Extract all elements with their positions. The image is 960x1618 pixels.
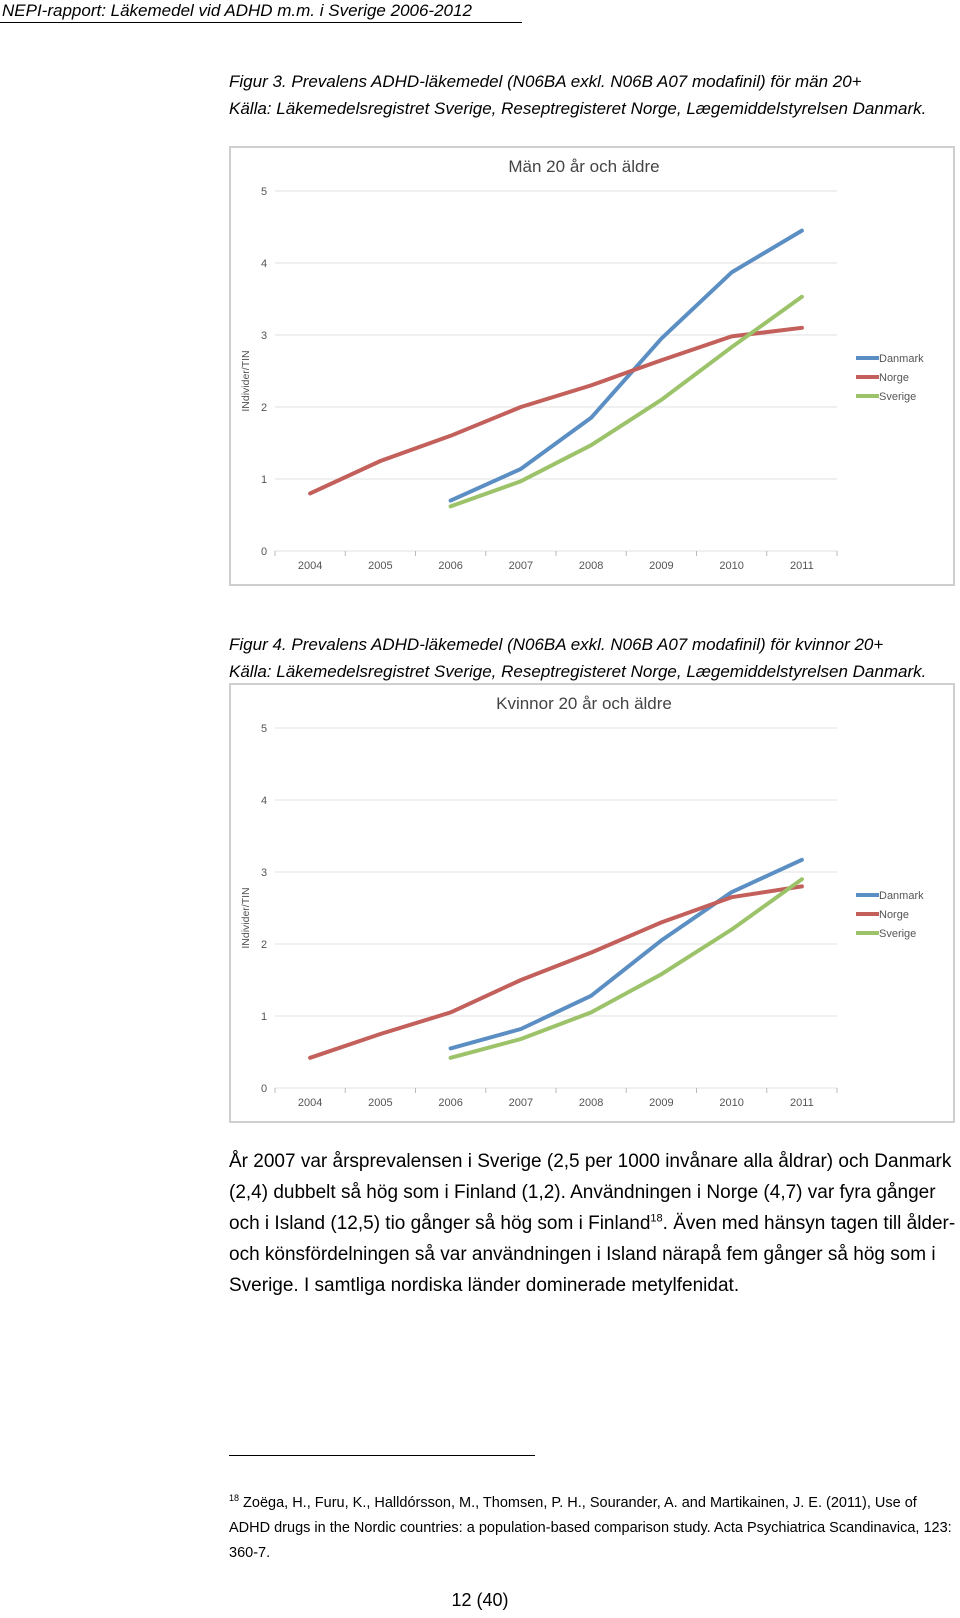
x-tick-label: 2005 — [368, 560, 392, 572]
legend-label-norge: Norge — [879, 372, 909, 384]
figure3-chart-svg: 0 1 2 3 4 5 2004 2005 2006 2007 2008 2009 2010 2011 Mä… — [240, 157, 924, 572]
y-tick-label: 1 — [261, 474, 267, 486]
y-tick-label: 2 — [261, 939, 267, 951]
footnote-number: 18 — [229, 1493, 240, 1503]
x-tick-label: 2006 — [438, 1097, 462, 1109]
x-tick-label: 2008 — [579, 560, 603, 572]
y-tick-label: 2 — [261, 402, 267, 414]
running-title: NEPI-rapport: Läkemedel vid ADHD m.m. i … — [2, 1, 472, 20]
x-tick-label: 2010 — [719, 560, 743, 572]
series-line-norge — [308, 325, 804, 496]
x-tick-label: 2011 — [790, 1097, 814, 1109]
x-tick-label: 2008 — [579, 1097, 603, 1109]
series-line-danmark — [448, 857, 804, 1051]
y-tick-label: 5 — [261, 186, 267, 198]
x-tick-label: 2004 — [298, 1097, 322, 1109]
figure3-chart: 0 1 2 3 4 5 2004 2005 2006 2007 2008 2009 2010 2011 Mä… — [229, 146, 955, 586]
body-paragraph: År 2007 var årsprevalensen i Sverige (2,… — [229, 1146, 959, 1301]
x-tick-label: 2006 — [438, 560, 462, 572]
series-line-sverige — [448, 877, 804, 1060]
x-tick-label: 2010 — [719, 1097, 743, 1109]
x-tick-label: 2009 — [649, 560, 673, 572]
y-tick-label: 4 — [261, 795, 267, 807]
x-tick-label: 2007 — [509, 1097, 533, 1109]
figure4-caption: Figur 4. Prevalens ADHD-läkemedel (N06BA… — [229, 631, 926, 685]
figure4-chart: 0 1 2 3 4 5 2004 2005 2006 2007 2008 2009 2010 2011 Kv… — [229, 683, 955, 1123]
y-axis-label: INdivider/TIN — [240, 887, 252, 948]
legend-label-sverige: Sverige — [879, 391, 916, 403]
legend-label-danmark: Danmark — [879, 890, 924, 902]
x-tick-label: 2009 — [649, 1097, 673, 1109]
footnote-reference[interactable]: 18 — [650, 1212, 663, 1225]
chart-title: Kvinnor 20 år och äldre — [496, 694, 672, 713]
figure3-caption: Figur 3. Prevalens ADHD-läkemedel (N06BA… — [229, 68, 926, 122]
series-line-danmark — [448, 228, 804, 503]
y-tick-label: 4 — [261, 258, 267, 270]
y-tick-label: 0 — [261, 546, 267, 558]
y-tick-label: 0 — [261, 1083, 267, 1095]
body-paragraph-part2: . Även med hänsyn tagen till ålder- och … — [229, 1213, 956, 1296]
x-tick-label: 2004 — [298, 560, 322, 572]
y-tick-label: 5 — [261, 723, 267, 735]
page-number: 12 (40) — [0, 1590, 960, 1611]
x-tick-label: 2005 — [368, 1097, 392, 1109]
legend-label-sverige: Sverige — [879, 928, 916, 940]
x-tick-label: 2011 — [790, 560, 814, 572]
figure3-caption-title: Figur 3. Prevalens ADHD-läkemedel (N06BA… — [229, 72, 862, 91]
legend-label-norge: Norge — [879, 909, 909, 921]
series-line-norge — [308, 884, 804, 1060]
y-tick-label: 3 — [261, 330, 267, 342]
page-number-text: 12 (40) — [451, 1590, 509, 1610]
footnote-text: Zoëga, H., Furu, K., Halldórsson, M., Th… — [229, 1494, 952, 1561]
x-tick-label: 2007 — [509, 560, 533, 572]
figure4-caption-title: Figur 4. Prevalens ADHD-läkemedel (N06BA… — [229, 635, 884, 654]
chart-title: Män 20 år och äldre — [508, 157, 659, 176]
running-header: NEPI-rapport: Läkemedel vid ADHD m.m. i … — [0, 0, 522, 23]
footnote: 18 Zoëga, H., Furu, K., Halldórsson, M.,… — [229, 1486, 959, 1566]
figure4-chart-svg: 0 1 2 3 4 5 2004 2005 2006 2007 2008 2009 2010 2011 Kv… — [240, 694, 924, 1109]
figure3-caption-source: Källa: Läkemedelsregistret Sverige, Rese… — [229, 99, 927, 118]
y-tick-label: 1 — [261, 1011, 267, 1023]
legend-label-danmark: Danmark — [879, 353, 924, 365]
y-axis-label: INdivider/TIN — [240, 350, 252, 411]
series-line-sverige — [448, 294, 804, 509]
body-paragraph-part1: År 2007 var årsprevalensen i Sverige (2,… — [229, 1151, 952, 1234]
y-tick-label: 3 — [261, 867, 267, 879]
figure4-caption-source: Källa: Läkemedelsregistret Sverige, Rese… — [229, 662, 927, 681]
footnote-separator — [229, 1455, 535, 1456]
